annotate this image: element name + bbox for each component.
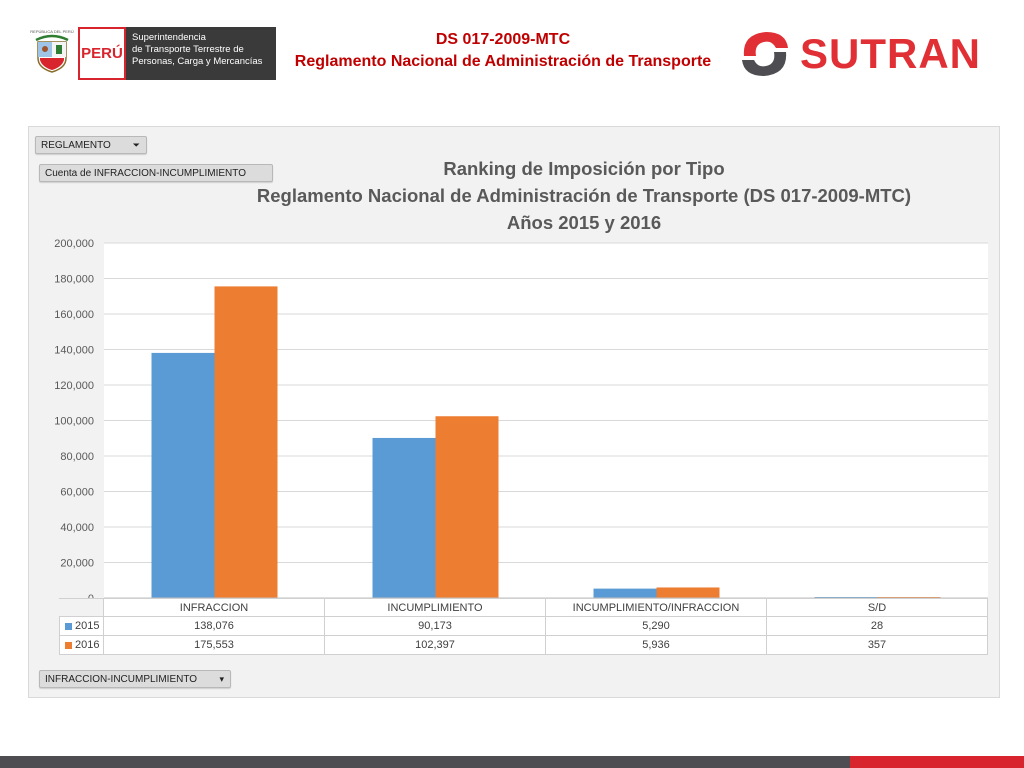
sutran-logo: SUTRAN [736,24,996,84]
series-name: 2016 [75,639,100,651]
peru-label: PERÚ [81,45,123,62]
y-tick-label: 80,000 [60,451,94,463]
bar-2016-2[interactable] [435,416,499,598]
series-legend-2016: 2016 [59,636,104,654]
bar-2016-1[interactable] [214,286,278,598]
page-title-line1: DS 017-2009-MTC [435,31,571,48]
data-value: 90,173 [325,617,546,635]
series-name: 2015 [75,620,100,632]
page-title-line2: Reglamento Nacional de Administración de… [294,53,712,70]
data-table-corner [59,599,104,616]
bar-2015-1[interactable] [151,352,215,598]
y-tick-label: 100,000 [54,416,94,428]
value-field-label: Cuenta de INFRACCION-INCUMPLIMIENTO [45,168,246,179]
coat-of-arms-icon: REPÚBLICA DEL PERÚ [28,27,76,80]
y-tick-label: 20,000 [60,558,94,570]
y-tick-label: 200,000 [54,238,94,250]
chart-title-line1: Ranking de Imposición por Tipo [443,158,725,179]
institution-name: Superintendencia de Transporte Terrestre… [126,27,276,80]
filter-icon[interactable]: ⏷ [132,140,140,150]
y-tick-label: 160,000 [54,309,94,321]
y-tick-label: 120,000 [54,380,94,392]
data-value: 28 [767,617,988,635]
bar-2015-3[interactable] [593,588,657,598]
data-table-row-2015: 2015 138,076 90,173 5,290 28 [59,617,988,636]
legend-swatch-2015 [65,622,72,630]
category-label: INCUMPLIMIENTO/INFRACCION [546,599,767,616]
footer-bar [0,756,1024,768]
data-value: 175,553 [104,636,325,654]
bar-chart: 020,00040,00060,00080,000100,000120,0001… [54,238,988,605]
brand-name: SUTRAN [800,30,981,77]
category-label: INCUMPLIMIENTO [325,599,546,616]
value-field-button[interactable]: Cuenta de INFRACCION-INCUMPLIMIENTO [39,164,273,182]
page-title: DS 017-2009-MTC Reglamento Nacional de A… [278,29,728,73]
institution-line: Superintendencia [132,32,206,43]
coat-of-arms-caption: REPÚBLICA DEL PERÚ [30,29,74,34]
chart-panel: REGLAMENTO ⏷ Cuenta de INFRACCION-INCUMP… [28,126,1000,698]
y-tick-label: 60,000 [60,487,94,499]
series-legend-2015: 2015 [59,617,104,635]
bar-2015-2[interactable] [372,437,436,598]
axis-field-button[interactable]: INFRACCION-INCUMPLIMIENTO ▾ [39,670,231,688]
y-tick-label: 180,000 [54,274,94,286]
data-value: 5,936 [546,636,767,654]
institution-line: de Transporte Terrestre de [132,44,244,55]
data-value: 357 [767,636,988,654]
filter-field-button[interactable]: REGLAMENTO ⏷ [35,136,147,154]
sutran-emblem-icon [742,32,788,76]
y-tick-label: 40,000 [60,522,94,534]
data-value: 138,076 [104,617,325,635]
data-table-header-row: INFRACCION INCUMPLIMIENTO INCUMPLIMIENTO… [59,598,988,617]
category-label: S/D [767,599,988,616]
footer-accent [850,756,1024,768]
government-logo: REPÚBLICA DEL PERÚ PERÚ Superintendencia… [28,27,276,80]
chevron-down-icon[interactable]: ▾ [219,674,224,684]
chart-title-line3: Años 2015 y 2016 [506,212,662,233]
data-value: 102,397 [325,636,546,654]
institution-line: Personas, Carga y Mercancías [132,56,263,67]
filter-field-label: REGLAMENTO [41,140,111,151]
legend-swatch-2016 [65,641,72,649]
axis-field-label: INFRACCION-INCUMPLIMIENTO [45,674,198,685]
category-label: INFRACCION [104,599,325,616]
y-tick-label: 140,000 [54,345,94,357]
data-table-row-2016: 2016 175,553 102,397 5,936 357 [59,636,988,655]
header: REPÚBLICA DEL PERÚ PERÚ Superintendencia… [0,0,1024,100]
data-value: 5,290 [546,617,767,635]
peru-badge: PERÚ [78,27,126,80]
data-table: INFRACCION INCUMPLIMIENTO INCUMPLIMIENTO… [59,598,988,655]
bar-2016-3[interactable] [656,587,720,598]
chart-title-line2: Reglamento Nacional de Administración de… [256,185,912,206]
chart-title: Ranking de Imposición por Tipo Reglament… [209,155,959,236]
